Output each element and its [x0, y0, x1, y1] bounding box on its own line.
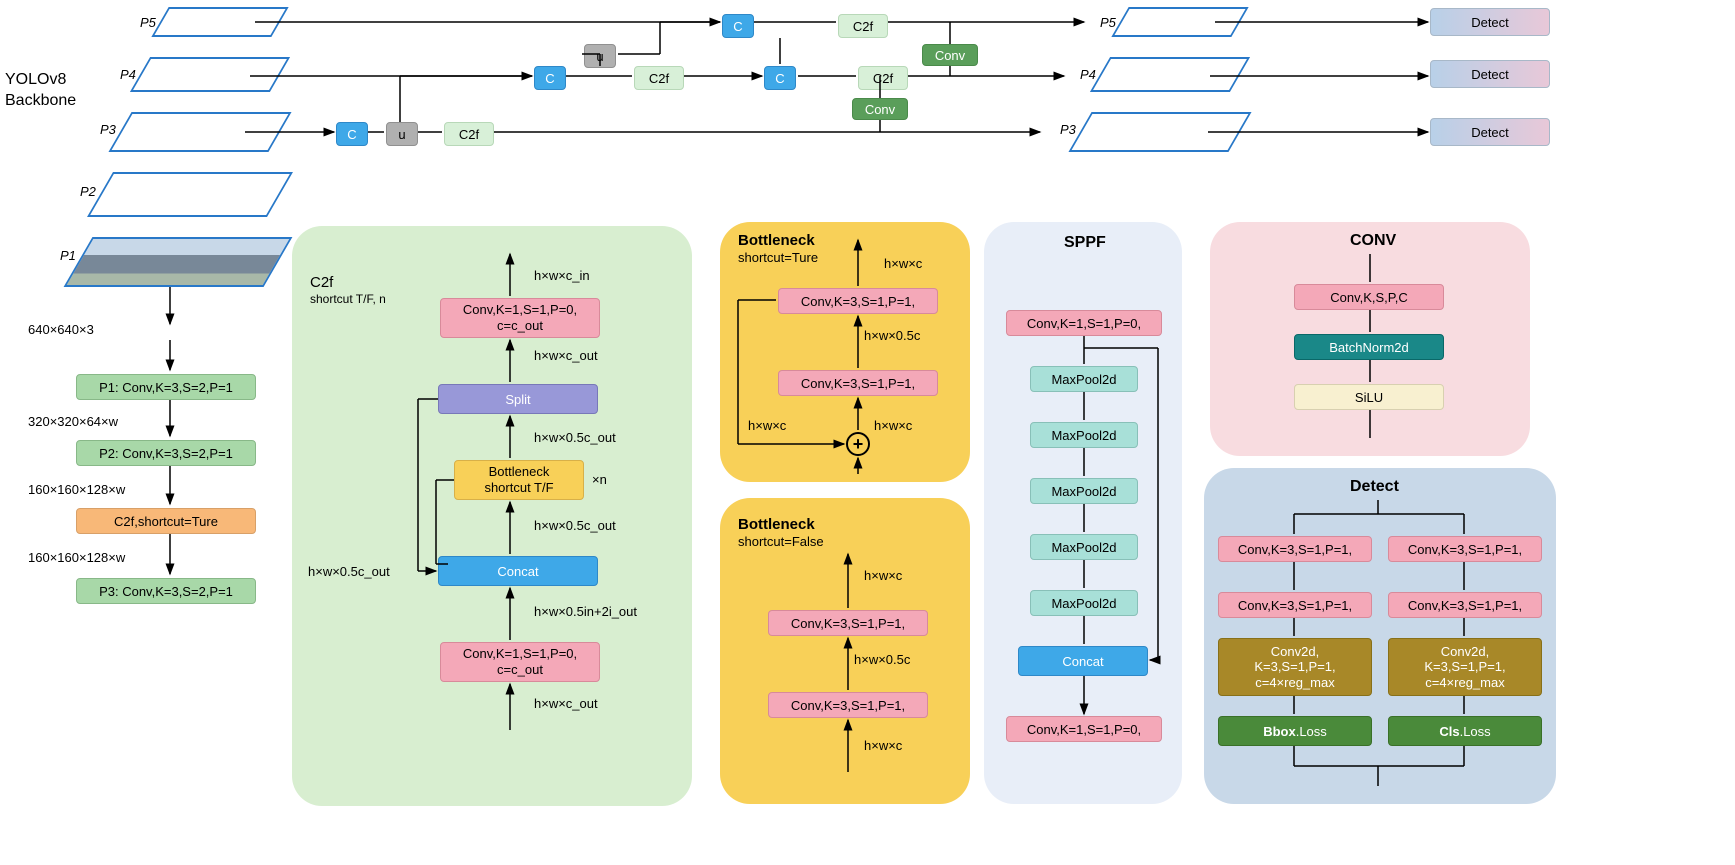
bt-dim0: h×w×c: [884, 256, 922, 271]
silu-box: SiLU: [1294, 384, 1444, 410]
para-p3-right: [1068, 112, 1251, 152]
detect-p4: Detect: [1430, 60, 1550, 88]
neck-conv-1: Conv: [922, 44, 978, 66]
p5-label: P5: [140, 15, 156, 30]
c2f-subtitle: shortcut T/F, n: [310, 292, 386, 306]
c2f-dim2: h×w×0.5c_out: [534, 430, 616, 445]
p1-label: P1: [60, 248, 76, 263]
add-icon: +: [846, 432, 870, 456]
para-p4-right: [1090, 57, 1250, 92]
p2-label: P2: [80, 184, 96, 199]
bt-conv1: Conv,K=3,S=1,P=1,: [778, 288, 938, 314]
bf-conv1: Conv,K=3,S=1,P=1,: [768, 610, 928, 636]
bf-subtitle: shortcut=False: [738, 534, 824, 549]
backbone-title: YOLOv8Backbone: [5, 70, 76, 112]
sppf-conv1: Conv,K=1,S=1,P=0,: [1006, 310, 1162, 336]
bt-subtitle: shortcut=Ture: [738, 250, 818, 265]
detect-p5: Detect: [1430, 8, 1550, 36]
para-p1-left: [64, 237, 293, 287]
sppf-conv2: Conv,K=1,S=1,P=0,: [1006, 716, 1162, 742]
neck-c-4: C: [764, 66, 796, 90]
bn-box: BatchNorm2d: [1294, 334, 1444, 360]
bf-dim1: h×w×0.5c: [854, 652, 910, 667]
d-bbox: Bbox.Loss: [1218, 716, 1372, 746]
neck-c2f-3: C2f: [838, 14, 888, 38]
conv-title: CONV: [1350, 232, 1396, 250]
neck-u-1: u: [386, 122, 418, 146]
d-cls: Cls.Loss: [1388, 716, 1542, 746]
c2f-shortcut: C2f,shortcut=Ture: [76, 508, 256, 534]
c2f-conv-top: Conv,K=1,S=1,P=0, c=c_out: [440, 298, 600, 338]
detect-title: Detect: [1350, 478, 1399, 496]
bf-title: Bottleneck: [738, 516, 815, 533]
c2f-dim4: h×w×0.5in+2i_out: [534, 604, 637, 619]
sppf-concat: Concat: [1018, 646, 1148, 676]
p4-label: P4: [120, 67, 136, 82]
d-conv2d-l: Conv2d, K=3,S=1,P=1, c=4×reg_max: [1218, 638, 1372, 696]
para-p5-left: [151, 7, 288, 37]
c2f-concat: Concat: [438, 556, 598, 586]
c2f-conv-bot: Conv,K=1,S=1,P=0, c=c_out: [440, 642, 600, 682]
dim-1: 320×320×64×w: [28, 414, 118, 429]
d-conv2d-r: Conv2d, K=3,S=1,P=1, c=4×reg_max: [1388, 638, 1542, 696]
neck-c-1: C: [336, 122, 368, 146]
bt-dim1: h×w×0.5c: [864, 328, 920, 343]
c2f-dim-side: h×w×0.5c_out: [308, 564, 390, 579]
d-conv-r1: Conv,K=3,S=1,P=1,: [1388, 536, 1542, 562]
para-p4-left: [130, 57, 290, 92]
neck-u-2: u: [584, 44, 616, 68]
bf-dim0: h×w×c: [864, 568, 902, 583]
neck-conv-2: Conv: [852, 98, 908, 120]
p2-conv: P2: Conv,K=3,S=2,P=1: [76, 440, 256, 466]
c2f-dim3: h×w×0.5c_out: [534, 518, 616, 533]
p5r-label: P5: [1100, 15, 1116, 30]
detect-panel: [1204, 468, 1556, 804]
neck-c2f-1: C2f: [444, 122, 494, 146]
dim-0: 640×640×3: [28, 322, 94, 337]
bt-dim3: h×w×c: [874, 418, 912, 433]
bf-conv2: Conv,K=3,S=1,P=1,: [768, 692, 928, 718]
sppf-mp2: MaxPool2d: [1030, 422, 1138, 448]
sppf-mp5: MaxPool2d: [1030, 590, 1138, 616]
bt-title: Bottleneck: [738, 232, 815, 249]
c2f-dim1: h×w×c_out: [534, 348, 598, 363]
dim-3: 160×160×128×w: [28, 550, 125, 565]
c2f-dim0: h×w×c_in: [534, 268, 590, 283]
c2f-xn: ×n: [592, 472, 607, 487]
detect-p3: Detect: [1430, 118, 1550, 146]
c2f-bottleneck: Bottleneck shortcut T/F: [454, 460, 584, 500]
p3-label: P3: [100, 122, 116, 137]
para-p3-left: [108, 112, 291, 152]
d-conv-r2: Conv,K=3,S=1,P=1,: [1388, 592, 1542, 618]
bt-dim2: h×w×c: [748, 418, 786, 433]
para-p2-left: [87, 172, 293, 217]
d-conv-l2: Conv,K=3,S=1,P=1,: [1218, 592, 1372, 618]
d-conv-l1: Conv,K=3,S=1,P=1,: [1218, 536, 1372, 562]
bt-conv2: Conv,K=3,S=1,P=1,: [778, 370, 938, 396]
c2f-dim5: h×w×c_out: [534, 696, 598, 711]
p4r-label: P4: [1080, 67, 1096, 82]
c2f-title: C2f: [310, 274, 333, 291]
dim-2: 160×160×128×w: [28, 482, 125, 497]
sppf-title: SPPF: [1064, 234, 1106, 252]
neck-c-3: C: [722, 14, 754, 38]
conv-box: Conv,K,S,P,C: [1294, 284, 1444, 310]
sppf-mp3: MaxPool2d: [1030, 478, 1138, 504]
p3-conv: P3: Conv,K=3,S=2,P=1: [76, 578, 256, 604]
p3r-label: P3: [1060, 122, 1076, 137]
para-p5-right: [1111, 7, 1248, 37]
sppf-mp4: MaxPool2d: [1030, 534, 1138, 560]
neck-c2f-2: C2f: [634, 66, 684, 90]
bf-dim2: h×w×c: [864, 738, 902, 753]
neck-c-2: C: [534, 66, 566, 90]
c2f-split: Split: [438, 384, 598, 414]
sppf-mp1: MaxPool2d: [1030, 366, 1138, 392]
neck-c2f-4: C2f: [858, 66, 908, 90]
p1-conv: P1: Conv,K=3,S=2,P=1: [76, 374, 256, 400]
